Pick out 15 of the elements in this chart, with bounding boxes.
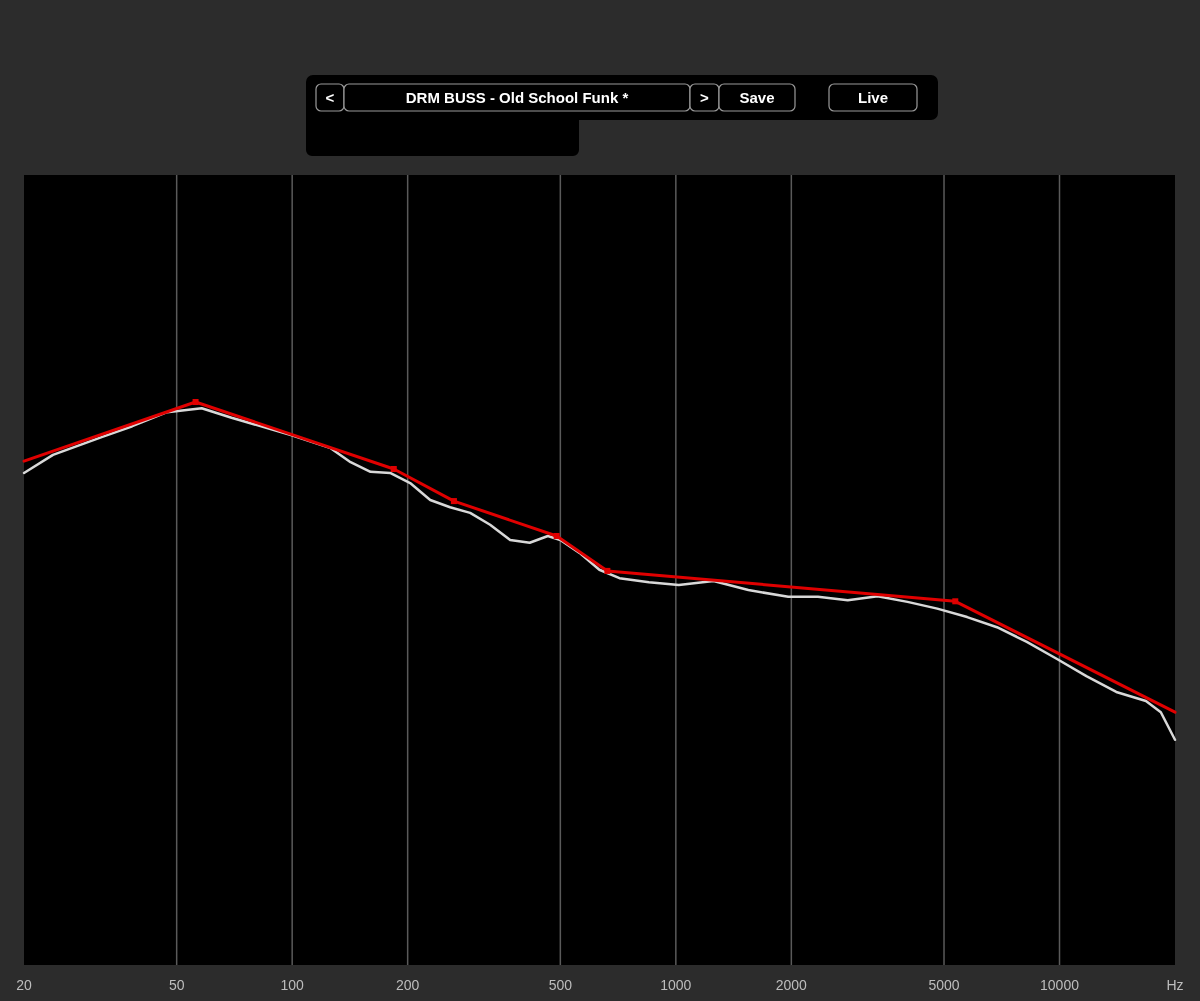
x-tick-label: 1000 xyxy=(660,977,692,993)
x-tick-label: 500 xyxy=(548,977,573,993)
x-tick-label: 50 xyxy=(168,977,185,993)
x-axis-title: Hz xyxy=(1166,977,1184,993)
x-tick-label: 20 xyxy=(16,977,32,993)
x-tick-label: 5000 xyxy=(928,977,960,993)
x-tick-label: 200 xyxy=(395,977,420,993)
previous-button: < xyxy=(315,83,345,112)
live-button: Live xyxy=(828,83,918,112)
x-tick-label: 2000 xyxy=(775,977,808,993)
save-button: Save xyxy=(718,83,796,112)
x-tick-label: 100 xyxy=(280,977,305,993)
preset-field: DRM BUSS - Old School Funk * xyxy=(343,83,691,112)
next-button: > xyxy=(689,83,720,112)
x-tick-label: 10000 xyxy=(1040,977,1080,993)
